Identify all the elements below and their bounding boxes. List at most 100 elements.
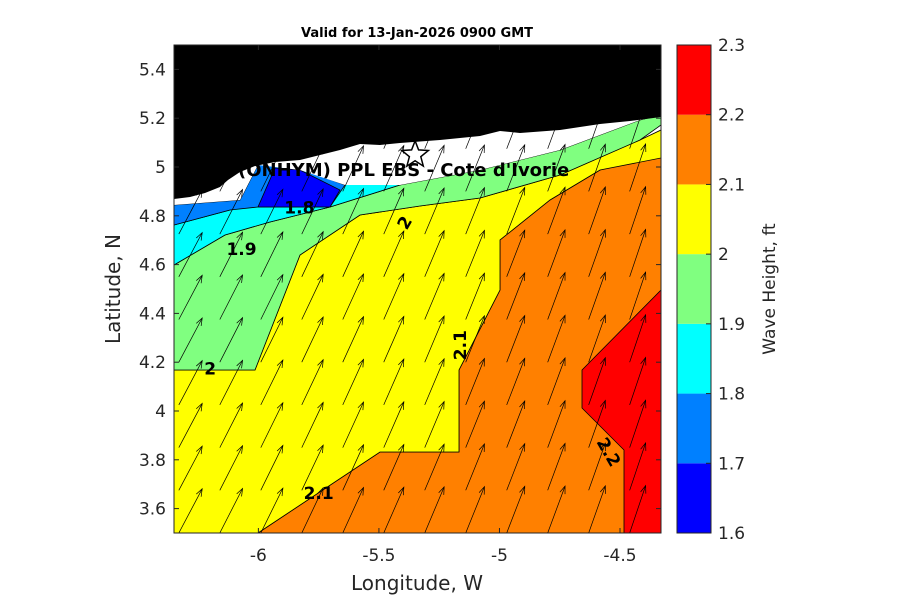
- wind-arrow: [547, 272, 566, 320]
- colorbar-swatch: [677, 463, 711, 533]
- wind-arrow: [383, 45, 393, 64]
- wind-arrow: [424, 45, 433, 64]
- wind-arrow-head: [398, 400, 405, 410]
- wind-arrow-head: [276, 444, 284, 454]
- colorbar-tick-label: 1.9: [718, 315, 745, 335]
- contour-label: 2.1: [304, 484, 334, 504]
- wind-arrow-head: [236, 316, 244, 326]
- wind-arrow: [383, 401, 405, 448]
- wind-arrow: [219, 402, 243, 448]
- wind-arrow-head: [439, 17, 444, 25]
- wind-arrow-head: [559, 357, 566, 367]
- wind-arrow: [178, 403, 203, 448]
- colorbar-label: Wave Height, ft: [760, 223, 780, 355]
- wind-arrow: [260, 189, 284, 235]
- wind-arrow: [465, 486, 485, 533]
- wind-arrow: [588, 229, 606, 277]
- wind-arrow-head: [599, 57, 606, 67]
- wind-arrow-head: [237, 19, 243, 27]
- wind-arrow: [342, 103, 364, 149]
- wind-arrow: [588, 186, 606, 235]
- wind-arrow: [178, 61, 203, 107]
- wind-arrow-head: [519, 101, 526, 111]
- wind-arrow: [465, 45, 474, 64]
- plot-frame: [173, 44, 662, 534]
- wind-arrow-head: [559, 228, 566, 238]
- wind-arrow: [424, 102, 445, 149]
- colorbar-tick-label: 1.8: [718, 385, 745, 405]
- wind-arrow-head: [196, 274, 203, 284]
- wind-arrow-head: [599, 143, 606, 153]
- wind-arrow-head: [398, 315, 405, 325]
- wind-arrow-head: [357, 230, 364, 240]
- wind-arrow: [178, 317, 203, 363]
- wind-arrow-head: [236, 274, 244, 283]
- wind-arrow: [301, 444, 324, 491]
- wind-arrow-head: [599, 100, 606, 110]
- wind-arrow: [465, 315, 485, 363]
- wind-arrow: [465, 144, 485, 192]
- wind-arrow: [547, 400, 566, 448]
- wind-arrow-head: [599, 356, 606, 366]
- wind-arrow: [588, 272, 606, 320]
- wind-arrow-head: [599, 228, 606, 238]
- wind-arrow-head: [196, 146, 203, 156]
- wind-arrow: [588, 58, 606, 107]
- wind-arrow-head: [196, 19, 202, 27]
- wind-arrow-head: [559, 58, 566, 68]
- wind-arrow: [424, 401, 445, 448]
- wind-arrow-head: [640, 57, 647, 67]
- wind-arrow-head: [277, 18, 283, 26]
- colorbar-swatch: [677, 323, 711, 394]
- wind-arrow: [219, 274, 243, 320]
- wind-arrow: [178, 45, 189, 64]
- wind-arrow: [219, 317, 243, 363]
- wind-arrow-head: [599, 484, 606, 494]
- wind-arrow: [383, 358, 405, 406]
- wind-arrow: [219, 104, 243, 149]
- wind-arrow: [219, 232, 243, 277]
- wind-arrow: [547, 45, 555, 64]
- wind-arrow-head: [640, 441, 647, 451]
- wind-arrow: [178, 488, 203, 533]
- colorbar-swatch: [677, 184, 711, 255]
- y-tick-label: 4.8: [139, 207, 166, 227]
- colorbar-swatch: [677, 254, 711, 324]
- wind-arrow: [383, 145, 405, 192]
- y-tick-label: 5: [155, 158, 166, 178]
- wind-arrow-head: [559, 271, 566, 281]
- wind-arrow-head: [236, 487, 244, 497]
- x-tick-label: -6: [250, 546, 267, 566]
- y-tick-label: 4.6: [139, 256, 166, 276]
- wind-arrow-head: [398, 101, 405, 111]
- wind-arrow: [178, 275, 203, 320]
- wind-arrow: [629, 272, 646, 320]
- wind-arrow: [588, 45, 596, 64]
- wind-arrow-head: [438, 400, 445, 410]
- wind-arrow: [260, 445, 284, 491]
- wind-arrow: [301, 402, 324, 448]
- wind-arrow: [301, 146, 324, 192]
- wind-arrow-head: [519, 442, 526, 452]
- wind-arrow-head: [357, 486, 364, 496]
- wind-arrow-head: [398, 187, 405, 197]
- wind-arrow: [465, 358, 485, 406]
- chart-title: Valid for 13-Jan-2026 0900 GMT: [301, 26, 533, 41]
- wind-arrow-head: [236, 145, 244, 155]
- wind-arrow: [506, 315, 526, 363]
- wind-arrow-head: [317, 273, 324, 283]
- wind-arrow-head: [599, 271, 606, 281]
- wind-arrow: [629, 229, 646, 277]
- wind-arrow-head: [398, 230, 405, 240]
- wind-arrow-head: [519, 229, 526, 239]
- wind-arrow: [629, 101, 646, 149]
- wind-arrow: [178, 104, 203, 149]
- wind-arrow-head: [438, 315, 445, 325]
- y-axis-label: Latitude, N: [101, 234, 125, 344]
- wind-arrow: [629, 58, 646, 107]
- x-axis-label: Longitude, W: [351, 571, 483, 595]
- wind-arrow-head: [478, 101, 485, 111]
- wind-arrow-head: [519, 58, 526, 68]
- wind-arrow-head: [438, 101, 445, 111]
- wind-arrow: [465, 102, 485, 149]
